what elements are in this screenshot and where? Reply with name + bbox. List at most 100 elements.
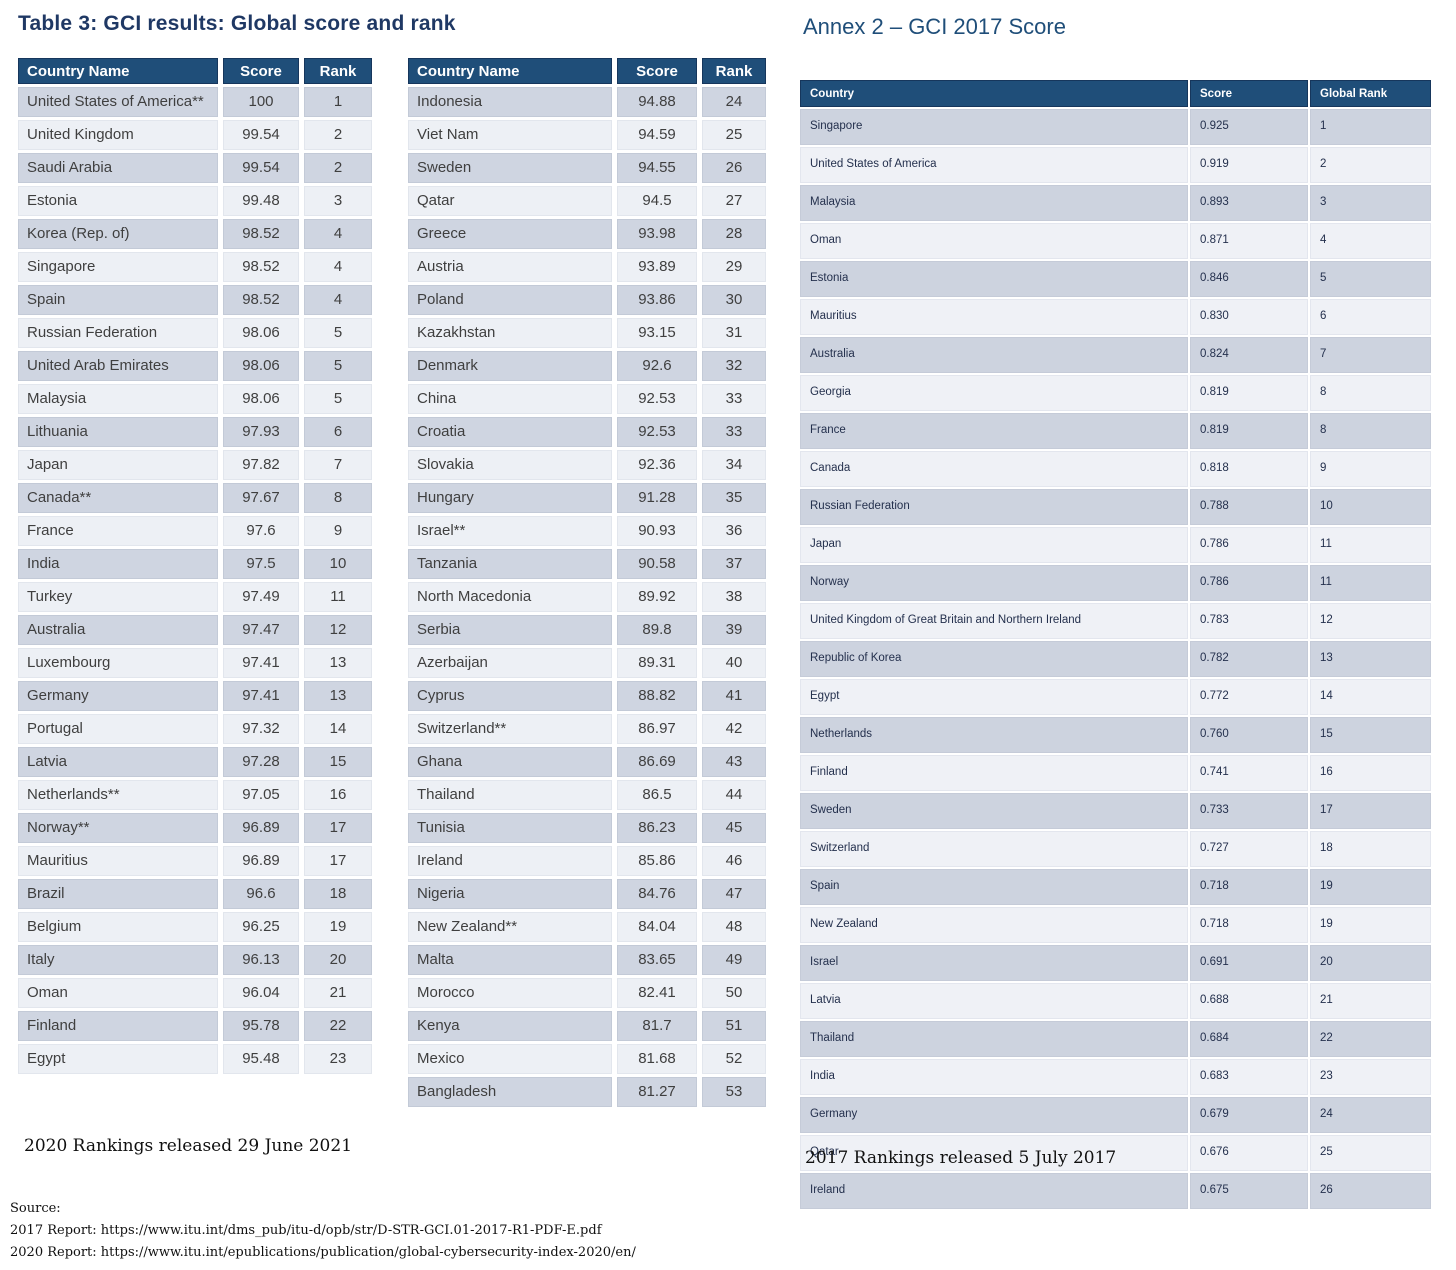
rank-cell: 3 (1310, 185, 1431, 221)
table-row: Estonia 0.846 5 (800, 261, 1431, 297)
rank-cell: 4 (304, 285, 372, 315)
rank-cell: 21 (1310, 983, 1431, 1019)
table-row: North Macedonia 89.92 38 (408, 582, 766, 612)
score-cell: 0.788 (1190, 489, 1308, 525)
rank-cell: 17 (304, 846, 372, 876)
rank-cell: 8 (304, 483, 372, 513)
rank-cell: 13 (304, 648, 372, 678)
rank-cell: 7 (1310, 337, 1431, 373)
score-cell: 97.67 (223, 483, 299, 513)
country-cell: Ireland (800, 1173, 1188, 1209)
rank-cell: 5 (304, 351, 372, 381)
table-row: Switzerland** 86.97 42 (408, 714, 766, 744)
score-cell: 96.89 (223, 846, 299, 876)
rank-header: Rank (702, 58, 766, 84)
table-row: Denmark 92.6 32 (408, 351, 766, 381)
table-row: Japan 97.82 7 (18, 450, 372, 480)
rank-cell: 39 (702, 615, 766, 645)
global-rank-header: Global Rank (1310, 80, 1431, 107)
score-cell: 92.36 (617, 450, 697, 480)
rank-cell: 14 (304, 714, 372, 744)
score-cell: 85.86 (617, 846, 697, 876)
rank-cell: 1 (304, 87, 372, 117)
score-cell: 0.818 (1190, 451, 1308, 487)
table-row: Mauritius 0.830 6 (800, 299, 1431, 335)
country-cell: Indonesia (408, 87, 612, 117)
rank-cell: 31 (702, 318, 766, 348)
country-cell: Luxembourg (18, 648, 218, 678)
country-cell: Russian Federation (800, 489, 1188, 525)
country-cell: Nigeria (408, 879, 612, 909)
score-cell: 0.675 (1190, 1173, 1308, 1209)
table-row: Germany 0.679 24 (800, 1097, 1431, 1133)
rank-cell: 11 (1310, 565, 1431, 601)
table-row: Kenya 81.7 51 (408, 1011, 766, 1041)
rank-cell: 5 (1310, 261, 1431, 297)
rank-cell: 26 (1310, 1173, 1431, 1209)
rank-cell: 24 (702, 87, 766, 117)
table-row: Ireland 85.86 46 (408, 846, 766, 876)
country-cell: United Arab Emirates (18, 351, 218, 381)
table-row: Norway 0.786 11 (800, 565, 1431, 601)
table-row: Australia 0.824 7 (800, 337, 1431, 373)
score-cell: 84.04 (617, 912, 697, 942)
source-label: Source: (10, 1201, 61, 1216)
country-cell: United States of America (800, 147, 1188, 183)
rank-cell: 28 (702, 219, 766, 249)
rank-cell: 8 (1310, 413, 1431, 449)
table-row: Estonia 99.48 3 (18, 186, 372, 216)
country-cell: France (18, 516, 218, 546)
table-row: Bangladesh 81.27 53 (408, 1077, 766, 1107)
table-row: Lithuania 97.93 6 (18, 417, 372, 447)
table-row: United States of America** 100 1 (18, 87, 372, 117)
country-cell: Egypt (800, 679, 1188, 715)
country-cell: Netherlands (800, 717, 1188, 753)
country-cell: Netherlands** (18, 780, 218, 810)
score-cell: 89.8 (617, 615, 697, 645)
rank-cell: 23 (1310, 1059, 1431, 1095)
rank-cell: 25 (702, 120, 766, 150)
table-row: New Zealand 0.718 19 (800, 907, 1431, 943)
rank-cell: 45 (702, 813, 766, 843)
country-cell: Italy (18, 945, 218, 975)
table-row: Mauritius 96.89 17 (18, 846, 372, 876)
rank-cell: 48 (702, 912, 766, 942)
table-row: Qatar 0.676 25 (800, 1135, 1431, 1171)
score-cell: 98.06 (223, 384, 299, 414)
rank-cell: 19 (1310, 907, 1431, 943)
score-cell: 0.718 (1190, 869, 1308, 905)
table-row: Viet Nam 94.59 25 (408, 120, 766, 150)
country-cell: Israel (800, 945, 1188, 981)
table-row: Ireland 0.675 26 (800, 1173, 1431, 1209)
rank-cell: 53 (702, 1077, 766, 1107)
country-cell: Japan (18, 450, 218, 480)
country-cell: Cyprus (408, 681, 612, 711)
score-header: Score (617, 58, 697, 84)
score-cell: 0.688 (1190, 983, 1308, 1019)
country-cell: Viet Nam (408, 120, 612, 150)
score-cell: 81.27 (617, 1077, 697, 1107)
rank-cell: 51 (702, 1011, 766, 1041)
country-cell: Thailand (800, 1021, 1188, 1057)
rank-cell: 44 (702, 780, 766, 810)
score-cell: 0.871 (1190, 223, 1308, 259)
score-cell: 98.06 (223, 351, 299, 381)
gci-2020-table-left: Country Name Score Rank United States of… (13, 55, 377, 1077)
score-cell: 89.31 (617, 648, 697, 678)
score-cell: 97.05 (223, 780, 299, 810)
country-cell: Malaysia (18, 384, 218, 414)
table-row: Italy 96.13 20 (18, 945, 372, 975)
rank-cell: 33 (702, 417, 766, 447)
table-row: Poland 93.86 30 (408, 285, 766, 315)
rank-cell: 18 (1310, 831, 1431, 867)
rank-cell: 1 (1310, 109, 1431, 145)
table-row: Malaysia 98.06 5 (18, 384, 372, 414)
country-cell: Australia (18, 615, 218, 645)
rank-cell: 46 (702, 846, 766, 876)
country-cell: Latvia (800, 983, 1188, 1019)
score-cell: 96.04 (223, 978, 299, 1008)
score-cell: 0.819 (1190, 375, 1308, 411)
table-row: Greece 93.98 28 (408, 219, 766, 249)
country-cell: Israel** (408, 516, 612, 546)
country-cell: Greece (408, 219, 612, 249)
